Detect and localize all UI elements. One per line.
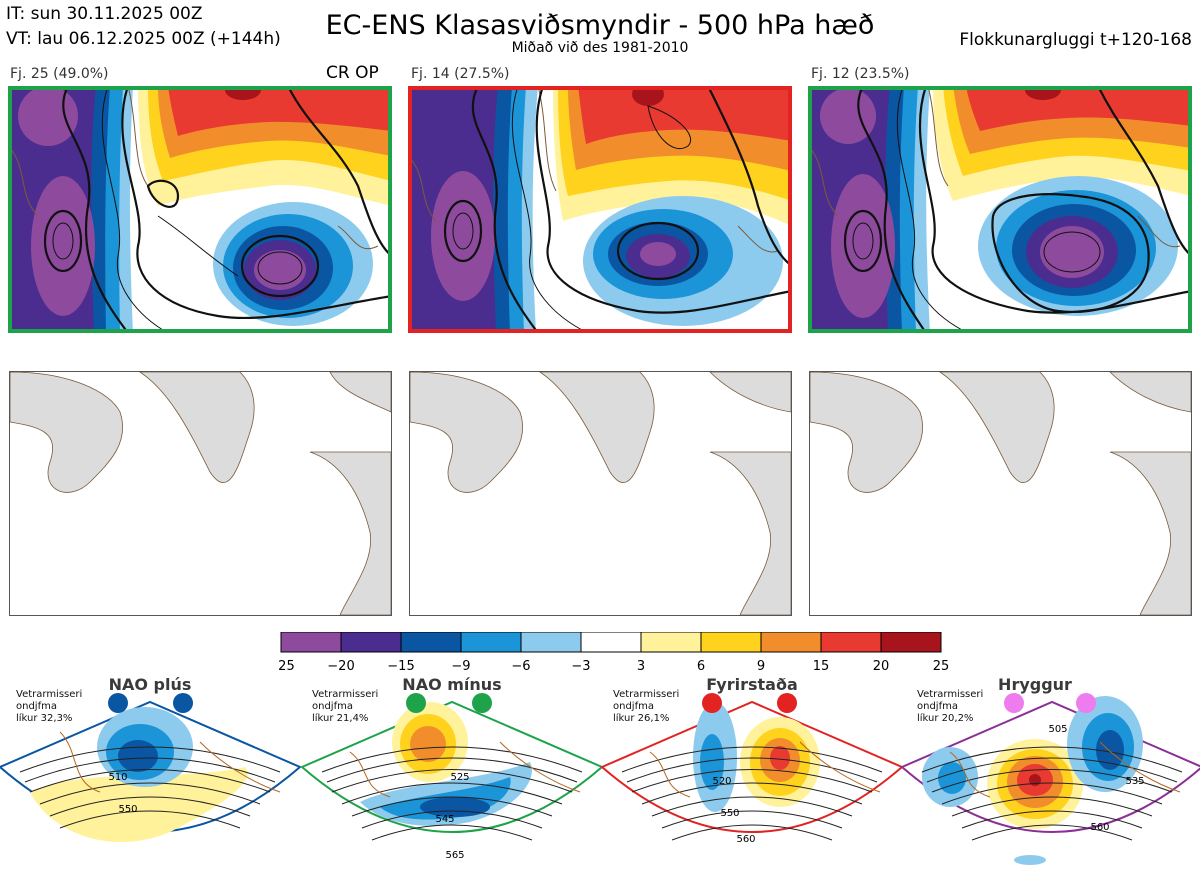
- regime-months-nao-minus: ondjfma: [312, 701, 353, 712]
- page-title: EC-ENS Klasasviðsmyndir - 500 hPa hæð: [325, 10, 875, 41]
- contour-label: 550: [720, 808, 739, 819]
- contour-label: 545: [435, 814, 454, 825]
- colorbar-swatch: [640, 632, 702, 653]
- contour-label: 565: [445, 850, 464, 861]
- weather-regimes: NAO plús Vetrarmisseri ondjfma líkur 32,…: [0, 675, 1200, 865]
- regime-probability-block: líkur 26,1%: [613, 712, 669, 724]
- regime-nao-plus: NAO plús Vetrarmisseri ondjfma líkur 32,…: [0, 675, 302, 843]
- anomaly-colorbar: −25 −20 −15 −9 −6 −3 3 6 9 15 20 25: [279, 632, 950, 674]
- cluster-2-map: [408, 86, 792, 333]
- colorbar-swatch: [820, 632, 882, 653]
- colorbar-tick-label: −15: [387, 659, 414, 674]
- colorbar-swatch: [520, 632, 582, 653]
- colorbar-swatch: [400, 632, 462, 653]
- colorbar-tick-label: −6: [511, 659, 530, 674]
- cluster-1-label: Fj. 25 (49.0%): [10, 66, 109, 82]
- nao-plus-marker-1: [108, 693, 128, 713]
- regime-probability-nao-plus: líkur 32,3%: [16, 712, 72, 724]
- colorbar-tick-label: 9: [757, 659, 765, 674]
- contour-label: 560: [1090, 822, 1109, 833]
- regime-season-nao-minus: Vetrarmisseri: [312, 689, 378, 700]
- colorbar-swatch: [760, 632, 822, 653]
- initial-time: IT: sun 30.11.2025 00Z: [6, 4, 203, 24]
- contour-label: 505: [1048, 724, 1067, 735]
- ridge-marker-1: [1004, 693, 1024, 713]
- contour-label: 525: [450, 772, 469, 783]
- cluster-3-frame: [808, 86, 1192, 333]
- colorbar-tick-label: −3: [571, 659, 590, 674]
- colorbar-tick-label: −20: [327, 659, 354, 674]
- nao-minus-marker-2: [472, 693, 492, 713]
- block-marker-2: [777, 693, 797, 713]
- regime-season-nao-plus: Vetrarmisseri: [16, 689, 82, 700]
- classification-window: Flokkunargluggi t+120-168: [959, 30, 1192, 50]
- colorbar-swatch: [880, 632, 942, 653]
- block-marker-1: [702, 693, 722, 713]
- regime-season-block: Vetrarmisseri: [613, 689, 679, 700]
- colorbar-tick-label: 25: [933, 659, 950, 674]
- colorbar-tick-label: 3: [637, 659, 645, 674]
- regime-months-nao-plus: ondjfma: [16, 701, 57, 712]
- colorbar-swatch: [340, 632, 402, 653]
- colorbar-tick-label: −9: [451, 659, 470, 674]
- colorbar-swatch: [580, 632, 642, 653]
- contour-label: 510: [108, 772, 127, 783]
- ridge-marker-2: [1076, 693, 1096, 713]
- contour-label: 535: [1125, 776, 1144, 787]
- nao-minus-marker-1: [406, 693, 426, 713]
- valid-time: VT: lau 06.12.2025 00Z (+144h): [6, 29, 281, 49]
- regime-name-nao-plus: NAO plús: [109, 675, 192, 694]
- cluster-3-anomaly-map: [809, 371, 1192, 616]
- regime-probability-ridge: líkur 20,2%: [917, 712, 973, 724]
- colorbar-swatch: [460, 632, 522, 653]
- cluster-1-map: [8, 86, 392, 333]
- regime-months-block: ondjfma: [613, 701, 654, 712]
- cluster-1-anomaly-map: [9, 371, 392, 616]
- colorbar-swatch: [280, 632, 342, 653]
- colorbar-swatch: [700, 632, 762, 653]
- nao-plus-marker-2: [173, 693, 193, 713]
- regime-ridge: Hryggur Vetrarmisseri ondjfma líkur 20,2…: [900, 675, 1200, 865]
- regime-nao-minus: NAO mínus Vetrarmisseri ondjfma líkur 21…: [300, 675, 604, 861]
- climatology-reference: Miðað við des 1981-2010: [511, 40, 689, 56]
- regime-months-ridge: ondjfma: [917, 701, 958, 712]
- regime-probability-nao-minus: líkur 21,4%: [312, 712, 368, 724]
- cr-op-label: CR OP: [326, 63, 379, 83]
- cluster-3-label: Fj. 12 (23.5%): [811, 66, 910, 82]
- regime-name-block: Fyrirstaða: [706, 675, 798, 694]
- regime-block: Fyrirstaða Vetrarmisseri ondjfma líkur 2…: [600, 675, 904, 845]
- cluster-2-label: Fj. 14 (27.5%): [411, 66, 510, 82]
- colorbar-tick-label: −25: [279, 659, 295, 674]
- regime-season-ridge: Vetrarmisseri: [917, 689, 983, 700]
- contour-label: 520: [712, 776, 731, 787]
- cluster-2-frame: [408, 86, 792, 333]
- contour-label: 550: [118, 804, 137, 815]
- cluster-3-map: [808, 86, 1192, 333]
- colorbar-tick-label: 6: [697, 659, 705, 674]
- regime-name-ridge: Hryggur: [998, 675, 1072, 694]
- regime-name-nao-minus: NAO mínus: [402, 675, 501, 694]
- contour-label: 560: [736, 834, 755, 845]
- cluster-2-anomaly-map: [409, 371, 792, 616]
- colorbar-tick-label: 15: [813, 659, 830, 674]
- colorbar-tick-label: 20: [873, 659, 890, 674]
- cluster-1-frame: [8, 86, 392, 333]
